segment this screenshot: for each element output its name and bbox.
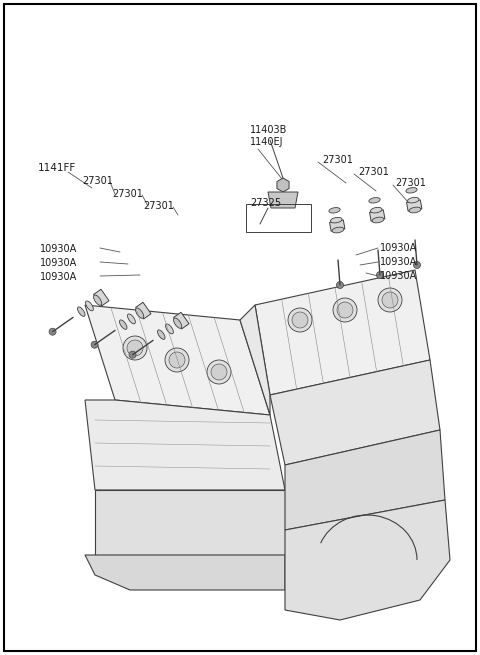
Text: 11403B: 11403B [250, 125, 288, 135]
Ellipse shape [331, 217, 342, 223]
Ellipse shape [332, 227, 344, 233]
Text: 1141FF: 1141FF [38, 163, 76, 173]
Text: 10930A: 10930A [40, 272, 77, 282]
Circle shape [207, 360, 231, 384]
Text: 10930A: 10930A [380, 257, 417, 267]
Circle shape [165, 348, 189, 372]
Polygon shape [277, 178, 289, 192]
Circle shape [288, 308, 312, 332]
Polygon shape [240, 305, 270, 415]
Circle shape [333, 298, 357, 322]
Circle shape [169, 352, 185, 368]
Ellipse shape [157, 330, 165, 339]
Polygon shape [174, 312, 189, 329]
Ellipse shape [85, 301, 93, 311]
Text: 10930A: 10930A [380, 243, 417, 253]
Circle shape [336, 282, 344, 288]
Circle shape [91, 341, 98, 348]
Polygon shape [285, 500, 450, 620]
Text: 27325: 27325 [250, 198, 281, 208]
Polygon shape [330, 220, 345, 231]
Ellipse shape [408, 197, 419, 203]
Polygon shape [85, 305, 270, 415]
Ellipse shape [371, 208, 382, 213]
Circle shape [382, 292, 398, 308]
Polygon shape [136, 302, 151, 319]
Circle shape [127, 340, 143, 356]
Circle shape [413, 261, 420, 269]
Ellipse shape [135, 308, 144, 318]
Polygon shape [270, 360, 440, 465]
Text: 10930A: 10930A [380, 271, 417, 281]
Text: 27301: 27301 [82, 176, 113, 186]
Ellipse shape [329, 208, 340, 213]
Ellipse shape [372, 217, 384, 223]
Ellipse shape [174, 318, 182, 328]
Ellipse shape [120, 320, 127, 329]
Ellipse shape [369, 198, 380, 203]
Polygon shape [268, 192, 298, 208]
Polygon shape [370, 210, 385, 221]
Polygon shape [94, 290, 109, 306]
Circle shape [49, 328, 56, 335]
Text: 27301: 27301 [395, 178, 426, 188]
Text: 10930A: 10930A [40, 244, 77, 254]
Polygon shape [85, 400, 285, 490]
Polygon shape [85, 555, 285, 590]
Circle shape [123, 336, 147, 360]
Text: 10930A: 10930A [40, 258, 77, 268]
Circle shape [211, 364, 227, 380]
Circle shape [376, 272, 384, 278]
Text: 27301: 27301 [143, 201, 174, 211]
Text: 1140EJ: 1140EJ [250, 137, 284, 147]
Text: 27301: 27301 [358, 167, 389, 177]
Polygon shape [285, 430, 445, 530]
Ellipse shape [166, 324, 173, 334]
Circle shape [292, 312, 308, 328]
Circle shape [337, 302, 353, 318]
Polygon shape [95, 490, 285, 555]
Circle shape [129, 351, 136, 358]
Text: 27301: 27301 [322, 155, 353, 165]
Polygon shape [407, 200, 422, 211]
Polygon shape [255, 270, 430, 395]
Ellipse shape [409, 207, 421, 213]
Circle shape [378, 288, 402, 312]
Text: 27301: 27301 [112, 189, 143, 199]
Ellipse shape [128, 314, 135, 324]
Ellipse shape [77, 307, 85, 316]
Ellipse shape [406, 187, 417, 193]
Ellipse shape [94, 295, 102, 305]
